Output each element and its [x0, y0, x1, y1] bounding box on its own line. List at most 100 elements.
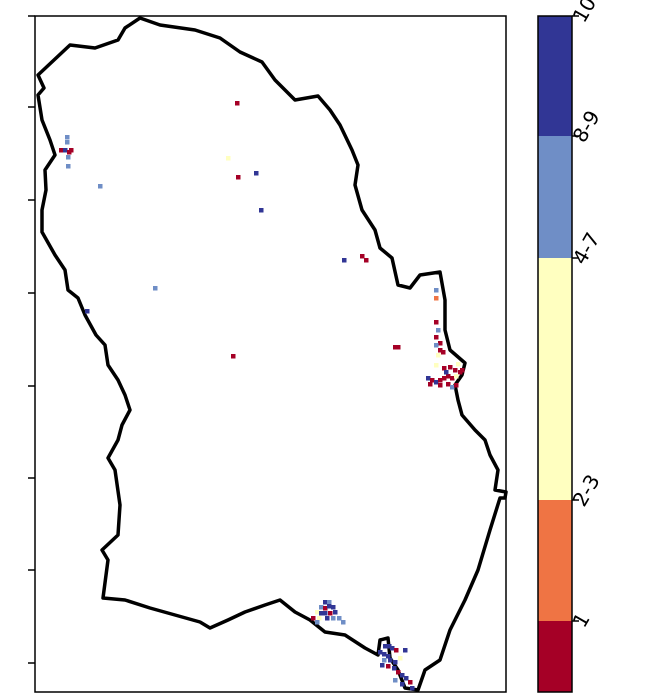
- data-pixel: [341, 620, 346, 625]
- data-pixel: [337, 616, 342, 621]
- data-pixel: [66, 155, 71, 160]
- data-pixel: [315, 610, 320, 615]
- legend-swatch-10: [538, 16, 572, 136]
- data-pixel: [388, 658, 393, 663]
- legend-swatch-4-7: [538, 258, 572, 500]
- data-pixel: [450, 385, 455, 390]
- data-pixel: [63, 148, 68, 153]
- data-pixel: [442, 376, 447, 381]
- data-pixel: [392, 666, 397, 671]
- legend-label-2-3: 2-3: [568, 470, 605, 510]
- data-pixel: [231, 354, 236, 359]
- data-pixel: [254, 171, 259, 176]
- data-pixel: [393, 660, 398, 665]
- data-pixel: [317, 616, 322, 621]
- data-pixel: [436, 353, 441, 358]
- data-pixel: [410, 686, 415, 691]
- data-pixel: [400, 673, 405, 678]
- data-pixel: [360, 254, 365, 259]
- data-pixel: [460, 368, 465, 373]
- data-pixel: [448, 365, 453, 370]
- data-pixel: [386, 654, 391, 659]
- data-pixel: [69, 148, 74, 153]
- data-pixel: [383, 644, 388, 649]
- data-pixel: [390, 646, 395, 651]
- data-pixel: [454, 383, 459, 388]
- data-pixel: [446, 382, 451, 387]
- data-pixel: [450, 376, 455, 381]
- data-pixel: [453, 368, 458, 373]
- legend-label-4-7: 4-7: [568, 228, 605, 268]
- data-pixel: [98, 184, 103, 189]
- data-pixel: [59, 148, 64, 153]
- data-pixel: [442, 366, 447, 371]
- legend-swatch-1: [538, 621, 572, 692]
- data-pixel: [438, 348, 443, 353]
- data-pixel: [235, 101, 240, 106]
- data-pixel: [153, 286, 158, 291]
- data-pixel: [311, 616, 316, 621]
- data-pixel: [398, 656, 403, 661]
- data-pixel: [408, 680, 413, 685]
- data-pixel: [226, 156, 231, 161]
- data-pixel: [386, 664, 391, 669]
- data-pixel: [66, 164, 71, 169]
- data-pixel: [428, 382, 433, 387]
- data-pixel: [434, 296, 439, 301]
- legend-swatch-2-3: [538, 500, 572, 621]
- data-pixel: [438, 378, 443, 383]
- data-pixel: [434, 380, 439, 385]
- data-pixel: [441, 350, 446, 355]
- data-pixel: [454, 374, 459, 379]
- legend-label-8-9: 8-9: [568, 106, 605, 146]
- data-pixel: [327, 604, 332, 609]
- data-pixel: [436, 328, 441, 333]
- data-pixel: [446, 374, 451, 379]
- data-pixel: [236, 175, 241, 180]
- map-axes-frame: [34, 15, 507, 693]
- data-pixel: [85, 309, 90, 314]
- data-pixel: [434, 343, 439, 348]
- data-pixel: [426, 376, 431, 381]
- data-pixels: [59, 101, 465, 691]
- y-axis-ticks: [28, 15, 35, 664]
- data-pixel: [378, 650, 383, 655]
- data-pixel: [404, 676, 409, 681]
- data-pixel: [328, 611, 333, 616]
- data-pixel: [65, 135, 70, 140]
- data-pixel: [434, 335, 439, 340]
- data-pixel: [323, 611, 328, 616]
- data-pixel: [65, 140, 70, 145]
- data-pixel: [325, 616, 330, 621]
- data-pixel: [403, 648, 408, 653]
- data-pixel: [438, 341, 443, 346]
- data-pixel: [434, 363, 439, 368]
- data-pixel: [333, 610, 338, 615]
- data-pixel: [331, 616, 336, 621]
- data-pixel: [342, 258, 347, 263]
- legend-swatch-8-9: [538, 136, 572, 258]
- data-pixel: [364, 258, 369, 263]
- data-pixel: [444, 370, 449, 375]
- data-pixel: [394, 648, 399, 653]
- data-pixel: [259, 208, 264, 213]
- data-pixel: [327, 600, 332, 605]
- data-pixel: [434, 320, 439, 325]
- data-pixel: [319, 611, 324, 616]
- data-pixel: [387, 644, 392, 649]
- data-pixel: [382, 658, 387, 663]
- colorbar-frame: [537, 15, 573, 693]
- data-pixel: [400, 682, 405, 687]
- data-pixel: [380, 663, 385, 668]
- data-pixel: [396, 670, 401, 675]
- data-pixel: [382, 652, 387, 657]
- data-pixel: [438, 383, 443, 388]
- data-pixel: [393, 345, 398, 350]
- data-pixel: [331, 605, 336, 610]
- data-pixel: [315, 620, 320, 625]
- data-pixel: [319, 605, 324, 610]
- data-pixel: [430, 378, 435, 383]
- data-pixel: [323, 600, 328, 605]
- data-pixel: [456, 362, 461, 367]
